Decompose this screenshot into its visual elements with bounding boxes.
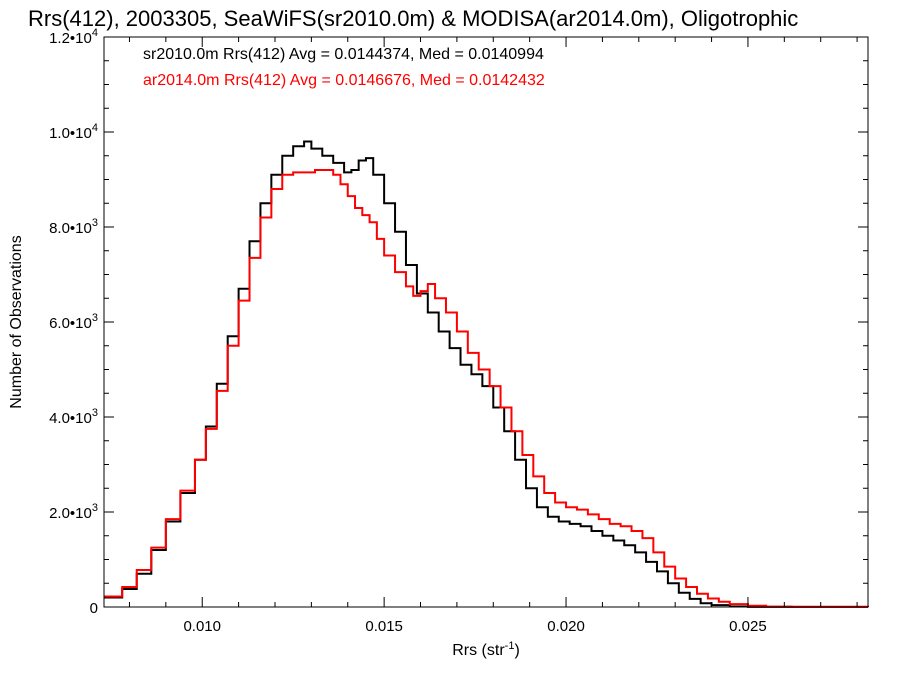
x-tick-label: 0.015 [365,618,403,635]
y-tick-label: 2.0•103 [49,502,98,522]
y-tick-label: 1.2•104 [49,27,98,47]
x-tick-label: 0.020 [547,618,585,635]
y-tick-label: 8.0•103 [49,217,98,237]
legend-entry-1: sr2010.0m Rrs(412) Avg = 0.0144374, Med … [143,46,544,63]
y-tick-label: 0 [90,600,98,617]
x-axis-label: Rrs (str-1) [452,640,520,659]
series-layer [104,140,869,608]
chart-title: Rrs(412), 2003305, SeaWiFS(sr2010.0m) & … [28,6,798,31]
x-tick-label: 0.010 [183,618,221,635]
legend: sr2010.0m Rrs(412) Avg = 0.0144374, Med … [143,46,545,89]
legend-entry-2: ar2014.0m Rrs(412) Avg = 0.0146676, Med … [143,72,545,89]
plot-area: 0.010 0.015 0.020 0.025 0 2.0•103 4.0•103 6.0•… [49,27,869,635]
y-tick-label: 6.0•103 [49,312,98,332]
x-tick-label: 0.025 [729,618,767,635]
x-axis-ticks: 0.010 0.015 0.020 0.025 [128,37,858,635]
x-axis-label-sup: -1 [505,640,515,652]
x-axis-label-main: Rrs (str [452,642,505,659]
series-line-2 [104,169,869,608]
y-tick-label: 1.0•104 [49,122,98,142]
x-axis-label-close: ) [514,642,519,659]
y-axis-label: Number of Observations [8,235,25,408]
y-tick-label: 4.0•103 [49,407,98,427]
y-axis-ticks: 0 2.0•103 4.0•103 6.0•103 8.0•103 1.0•104 1.2•… [49,27,868,617]
